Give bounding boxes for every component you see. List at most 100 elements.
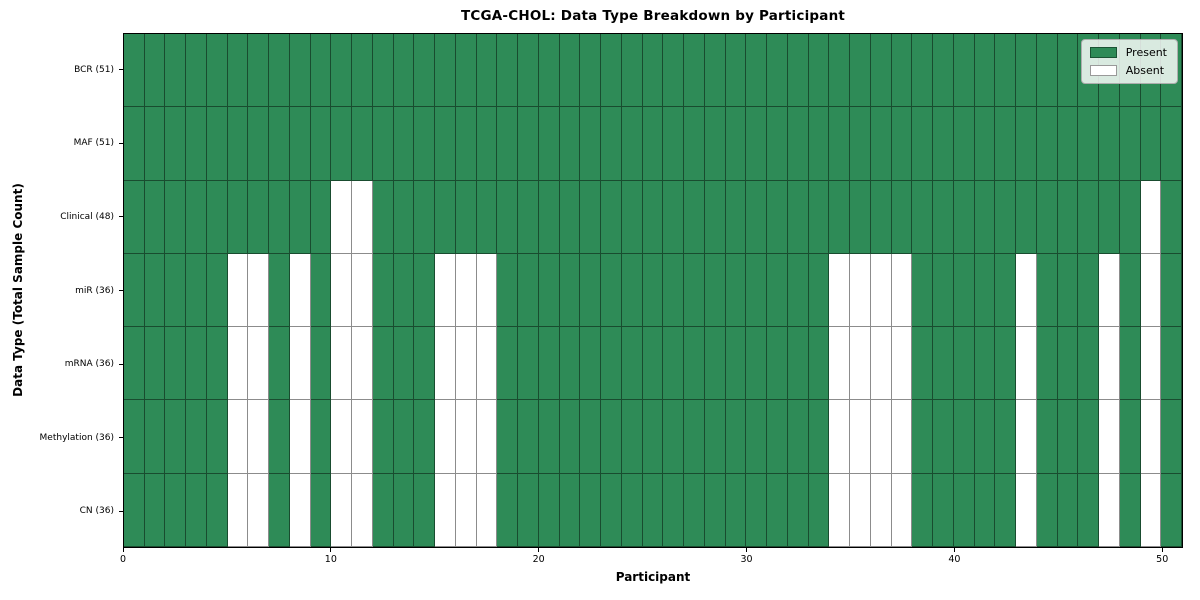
y-tick-label: miR (36): [75, 285, 114, 296]
grid-cell: [538, 107, 560, 181]
grid-cell: [829, 107, 851, 181]
grid-cell: [248, 327, 270, 401]
grid-cell: [455, 34, 477, 108]
grid-cell: [953, 327, 975, 401]
grid-cell: [144, 34, 166, 108]
grid-cell: [953, 253, 975, 328]
grid-cell: [808, 253, 830, 328]
grid-cell: [186, 327, 207, 401]
grid-cell: [289, 327, 311, 401]
grid-cell: [352, 473, 373, 547]
grid-cell: [1078, 473, 1100, 547]
grid-cell: [933, 400, 954, 474]
grid-cell: [684, 180, 705, 254]
grid-cell: [455, 253, 477, 328]
grid-cell: [1161, 107, 1182, 181]
grid-cell: [850, 400, 871, 474]
grid-cell: [1016, 473, 1037, 547]
grid-cell: [1161, 473, 1182, 547]
grid-cell: [455, 180, 477, 254]
grid-cell: [414, 34, 436, 108]
grid-cell: [601, 180, 622, 254]
grid-cell: [995, 253, 1017, 328]
grid-cell: [767, 107, 788, 181]
grid-cell: [1099, 253, 1120, 328]
grid-cell: [1099, 180, 1120, 254]
heatmap-grid: [124, 34, 1182, 547]
grid-cell: [912, 180, 934, 254]
grid-cell: [912, 473, 934, 547]
grid-cell: [601, 34, 622, 108]
grid-cell: [538, 327, 560, 401]
grid-cell: [891, 400, 913, 474]
grid-cell: [124, 180, 145, 254]
grid-cell: [372, 253, 394, 328]
grid-cell: [1140, 180, 1162, 254]
grid-cell: [974, 107, 996, 181]
grid-cell: [704, 400, 726, 474]
grid-cell: [1036, 107, 1058, 181]
grid-cell: [206, 107, 228, 181]
y-tick-mark: [119, 437, 123, 439]
grid-cell: [704, 107, 726, 181]
grid-cell: [1099, 107, 1120, 181]
grid-cell: [808, 107, 830, 181]
grid-cell: [767, 180, 788, 254]
grid-cell: [144, 107, 166, 181]
grid-cell: [310, 253, 332, 328]
grid-cell: [393, 253, 415, 328]
grid-cell: [165, 327, 187, 401]
x-tick-label: 20: [532, 554, 545, 565]
grid-cell: [1161, 253, 1182, 328]
grid-cell: [289, 180, 311, 254]
grid-cell: [435, 34, 456, 108]
grid-cell: [621, 253, 643, 328]
grid-cell: [559, 107, 581, 181]
y-axis-label: Data Type (Total Sample Count): [11, 183, 25, 397]
grid-cell: [953, 107, 975, 181]
grid-cell: [787, 253, 809, 328]
grid-cell: [1036, 253, 1058, 328]
y-tick-mark: [119, 363, 123, 365]
grid-cell: [206, 400, 228, 474]
grid-cell: [850, 473, 871, 547]
grid-cell: [621, 107, 643, 181]
grid-cell: [953, 473, 975, 547]
grid-cell: [476, 180, 498, 254]
grid-cell: [227, 107, 249, 181]
grid-cell: [725, 180, 747, 254]
grid-cell: [435, 253, 456, 328]
grid-cell: [767, 34, 788, 108]
grid-cell: [1140, 253, 1162, 328]
grid-cell: [580, 34, 602, 108]
grid-cell: [497, 473, 519, 547]
grid-cell: [1119, 253, 1141, 328]
grid-cell: [933, 473, 954, 547]
grid-cell: [808, 400, 830, 474]
grid-cell: [808, 180, 830, 254]
grid-cell: [269, 400, 290, 474]
grid-cell: [621, 400, 643, 474]
grid-cell: [414, 327, 436, 401]
grid-cell: [933, 253, 954, 328]
y-tick-mark: [119, 216, 123, 218]
grid-cell: [227, 473, 249, 547]
grid-cell: [1057, 107, 1079, 181]
grid-cell: [248, 473, 270, 547]
grid-cell: [725, 327, 747, 401]
grid-cell: [684, 473, 705, 547]
grid-cell: [933, 34, 954, 108]
grid-cell: [767, 253, 788, 328]
grid-cell: [891, 253, 913, 328]
grid-cell: [352, 180, 373, 254]
grid-cell: [870, 180, 892, 254]
grid-cell: [124, 253, 145, 328]
x-tick-label: 40: [948, 554, 961, 565]
grid-cell: [829, 327, 851, 401]
grid-cell: [1036, 400, 1058, 474]
grid-cell: [953, 180, 975, 254]
grid-cell: [227, 180, 249, 254]
grid-cell: [829, 400, 851, 474]
grid-cell: [393, 107, 415, 181]
grid-cell: [248, 34, 270, 108]
